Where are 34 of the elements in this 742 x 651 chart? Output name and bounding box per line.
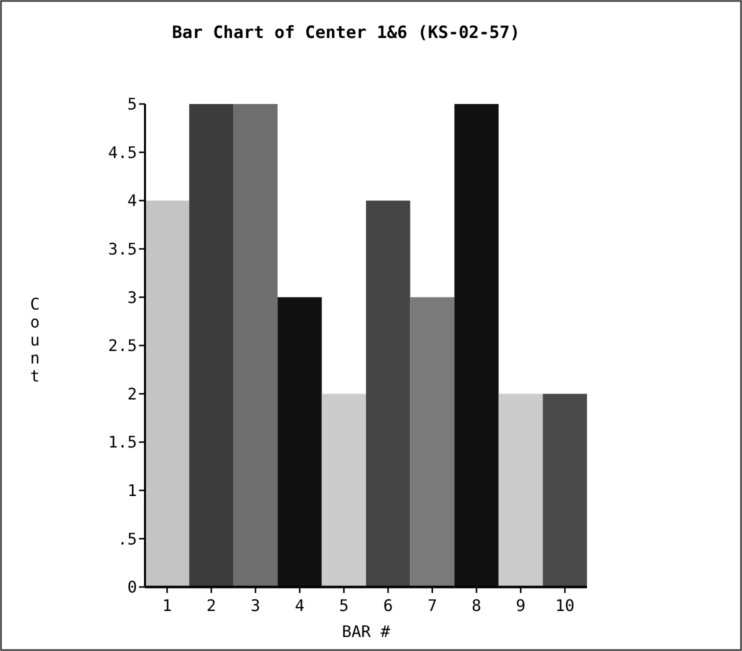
bar (410, 297, 454, 587)
bar (454, 104, 499, 587)
x-axis-title: BAR # (342, 622, 390, 641)
bar (278, 297, 322, 587)
x-tick-label: 10 (555, 596, 575, 615)
y-tick-label: 4.5 (108, 142, 137, 162)
x-tick-label: 9 (516, 596, 526, 615)
x-tick-label: 7 (427, 596, 438, 615)
y-tick-label: .5 (118, 529, 137, 548)
y-tick-label: 4 (127, 191, 137, 210)
bar (366, 200, 410, 587)
bar (145, 200, 190, 587)
x-tick-label: 3 (250, 596, 260, 615)
x-tick-label: 1 (162, 596, 172, 615)
bar (189, 104, 234, 587)
x-tick-label: 4 (294, 596, 305, 615)
bar (233, 104, 278, 587)
x-tick-label: 2 (206, 596, 216, 615)
y-tick-label: 1 (127, 481, 137, 500)
y-tick-label: 0 (127, 578, 137, 597)
x-tick-label: 6 (383, 596, 393, 615)
y-tick-label: 2 (127, 384, 137, 404)
y-tick-label: 3 (127, 288, 137, 307)
x-tick-label: 5 (339, 596, 349, 615)
y-tick-label: 1.5 (108, 432, 137, 452)
y-tick-label: 3.5 (108, 240, 137, 258)
bar (542, 394, 587, 587)
x-tick-label: 8 (472, 596, 482, 615)
bar (322, 394, 366, 587)
y-tick-label: 5 (127, 94, 137, 114)
y-axis-title: Count (30, 294, 40, 386)
bar (498, 394, 543, 587)
y-tick-label: 2.5 (108, 336, 137, 356)
chart-title: Bar Chart of Center 1&6 (KS-02-57) (172, 23, 520, 43)
